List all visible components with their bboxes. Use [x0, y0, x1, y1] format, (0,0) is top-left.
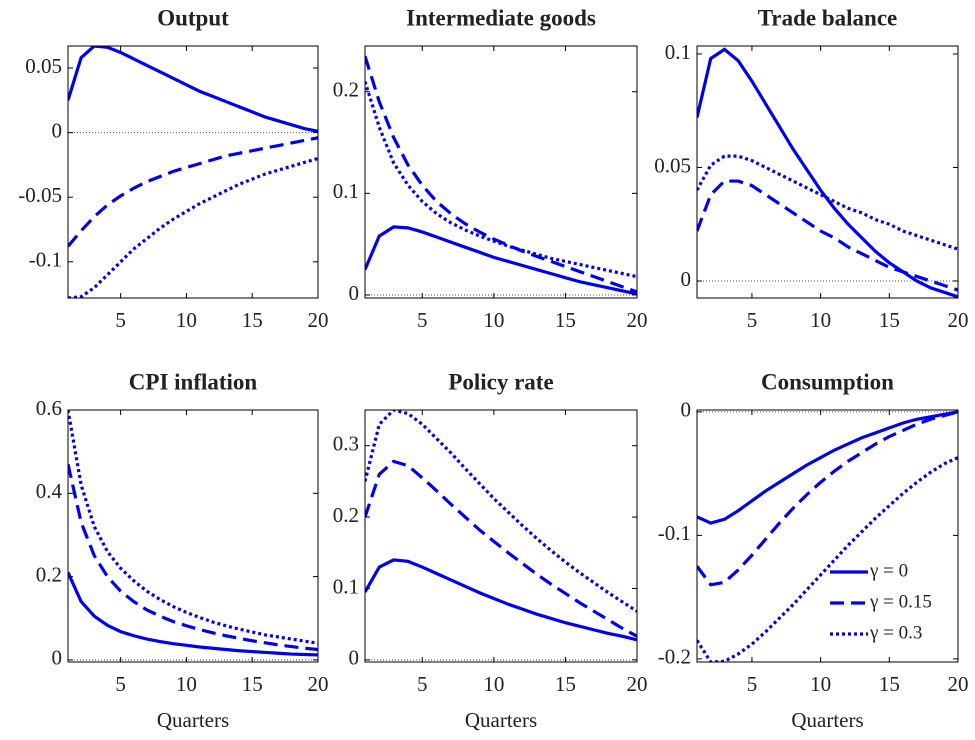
- x-tick-label: 10: [810, 672, 831, 696]
- y-tick-label: 0: [349, 646, 360, 670]
- series-line: [365, 81, 637, 279]
- series-line: [365, 459, 637, 638]
- panel-title: CPI inflation: [129, 369, 258, 394]
- axes-box: [67, 45, 319, 299]
- plot-area: [365, 410, 637, 642]
- x-tick-label: 20: [308, 308, 329, 332]
- y-tick-label: 0.6: [36, 396, 62, 420]
- series-line: [365, 558, 637, 642]
- y-tick-label: 0.3: [333, 432, 359, 456]
- legend-label: γ = 0.3: [869, 622, 922, 643]
- legend-label: γ = 0.15: [869, 591, 932, 612]
- legend-label: γ = 0: [869, 560, 908, 581]
- series-line: [365, 225, 637, 296]
- series-line: [697, 456, 958, 662]
- plot-area: [365, 55, 637, 296]
- x-tick-label: 20: [627, 308, 648, 332]
- y-tick-label: 0.05: [25, 54, 62, 78]
- panel-title: Intermediate goods: [406, 5, 596, 30]
- axes-box: [364, 45, 638, 299]
- x-tick-label: 5: [417, 308, 428, 332]
- y-tick-label: 0.1: [333, 179, 359, 203]
- series-line: [697, 410, 958, 525]
- y-tick-label: 0.2: [333, 503, 359, 527]
- series-line: [697, 47, 958, 298]
- plot-area: [68, 410, 318, 657]
- x-axis-label: Quarters: [791, 708, 863, 732]
- series-line: [697, 154, 958, 251]
- x-tick-label: 5: [115, 672, 126, 696]
- x-tick-label: 20: [948, 308, 969, 332]
- plot-area: [697, 47, 958, 298]
- series-line: [68, 571, 318, 657]
- x-tick-label: 15: [555, 308, 576, 332]
- y-tick-label: 0.05: [654, 153, 691, 177]
- series-line: [68, 156, 318, 298]
- x-tick-label: 15: [879, 672, 900, 696]
- axes-box: [696, 45, 959, 299]
- y-tick-label: 0.1: [333, 574, 359, 598]
- y-tick-label: 0: [681, 267, 692, 291]
- series-line: [697, 410, 958, 587]
- series-line: [68, 136, 318, 248]
- panel-title: Output: [157, 5, 229, 30]
- series-line: [365, 55, 637, 294]
- series-line: [68, 410, 318, 645]
- y-tick-label: -0.05: [18, 183, 62, 207]
- plot-area: [697, 410, 958, 662]
- x-tick-label: 20: [308, 672, 329, 696]
- x-tick-label: 10: [176, 308, 197, 332]
- axes-box: [364, 409, 638, 663]
- y-tick-label: 0: [681, 398, 692, 422]
- y-tick-label: 0.1: [665, 40, 691, 64]
- y-tick-label: 0.2: [36, 562, 62, 586]
- series-line: [365, 410, 637, 613]
- x-tick-label: 20: [627, 672, 648, 696]
- x-axis-label: Quarters: [465, 708, 537, 732]
- x-tick-label: 20: [948, 672, 969, 696]
- x-tick-label: 10: [176, 672, 197, 696]
- x-tick-label: 15: [242, 672, 263, 696]
- axes-box: [696, 409, 959, 663]
- x-tick-label: 10: [483, 672, 504, 696]
- panel-title: Policy rate: [448, 369, 553, 394]
- x-axis-label: Quarters: [157, 708, 229, 732]
- y-tick-label: 0: [52, 646, 63, 670]
- x-tick-label: 5: [747, 308, 758, 332]
- x-tick-label: 10: [810, 308, 831, 332]
- plot-area: [68, 46, 318, 298]
- x-tick-label: 15: [879, 308, 900, 332]
- y-tick-label: 0.2: [333, 78, 359, 102]
- axes-box: [67, 409, 319, 663]
- series-line: [68, 463, 318, 652]
- x-tick-label: 5: [747, 672, 758, 696]
- y-tick-label: 0.4: [36, 479, 63, 503]
- series-line: [68, 46, 318, 133]
- x-tick-label: 10: [483, 308, 504, 332]
- panel-title: Consumption: [761, 369, 894, 394]
- series-line: [697, 179, 958, 292]
- x-tick-label: 15: [242, 308, 263, 332]
- x-tick-label: 5: [115, 308, 126, 332]
- y-tick-label: 0: [52, 118, 63, 142]
- y-tick-label: -0.1: [29, 248, 62, 272]
- y-tick-label: 0: [349, 281, 360, 305]
- x-tick-label: 5: [417, 672, 428, 696]
- y-tick-label: -0.1: [658, 521, 691, 545]
- x-tick-label: 15: [555, 672, 576, 696]
- y-tick-label: -0.2: [658, 645, 691, 669]
- panel-title: Trade balance: [758, 5, 897, 30]
